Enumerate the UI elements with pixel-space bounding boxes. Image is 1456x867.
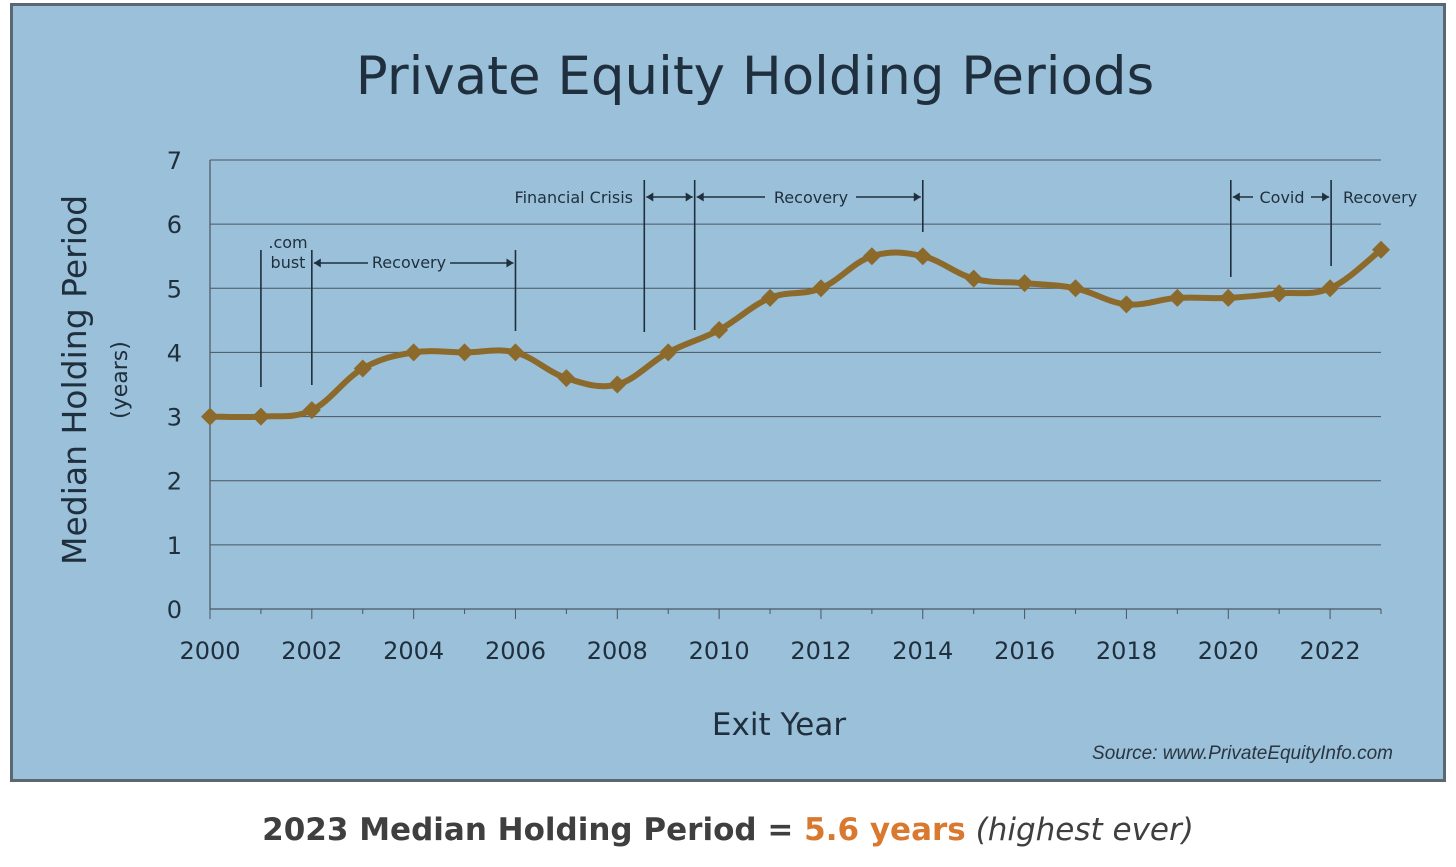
data-point-marker (251, 407, 270, 426)
x-tick-label: 2002 (281, 637, 342, 665)
data-point-marker (302, 401, 321, 420)
x-tick-label: 2022 (1300, 637, 1361, 665)
x-tick-label: 2000 (179, 637, 240, 665)
x-axis-label: Exit Year (712, 707, 846, 743)
data-point-marker (862, 247, 881, 266)
data-point-marker (1321, 279, 1340, 298)
recovery2-arrow-left-head-left (696, 192, 704, 202)
data-point-marker (811, 279, 830, 298)
data-point-marker (404, 343, 423, 362)
caption-equals: = (756, 812, 805, 848)
data-point-marker (557, 369, 576, 388)
data-point-marker (1372, 240, 1390, 259)
x-tick-label: 2008 (587, 637, 648, 665)
y-tick-label: 1 (167, 532, 182, 560)
data-point-marker (913, 247, 932, 266)
data-point-marker (201, 407, 219, 426)
data-point-marker (608, 375, 627, 394)
x-tick-label: 2020 (1198, 637, 1259, 665)
recovery2-arrow-right-head-right (913, 192, 921, 202)
dotcom-label-line1: .com (268, 233, 307, 252)
crisis-arrow-head-right (685, 192, 693, 202)
recovery2-label: Recovery (774, 188, 848, 207)
recovery1-label: Recovery (372, 253, 446, 272)
x-tick-label: 2012 (790, 637, 851, 665)
x-tick-label: 2006 (485, 637, 546, 665)
caption-value: 5.6 years (804, 812, 966, 848)
data-point-marker (1168, 288, 1187, 307)
crisis-label: Financial Crisis (515, 188, 633, 207)
x-tick-label: 2010 (689, 637, 750, 665)
data-point-marker (1117, 295, 1136, 314)
recovery1-arrow-right-head-right (506, 258, 514, 268)
dotcom-label-line2: bust (271, 253, 306, 272)
y-axis-sublabel: (years) (108, 341, 133, 419)
axes: 0 1 2 3 4 5 6 7 2000 2002 2004 2006 2008 2010 2012 2014… (167, 147, 1382, 665)
y-tick-label: 5 (167, 275, 182, 303)
summary-caption: 2023 Median Holding Period = 5.6 years (… (0, 812, 1456, 848)
covid-arrow-left-head-left (1232, 192, 1240, 202)
y-axis-label: Median Holding Period (55, 195, 94, 565)
gridlines (210, 159, 1381, 546)
x-tick-label: 2016 (994, 637, 1055, 665)
y-tick-label: 3 (167, 404, 182, 432)
data-point-marker (506, 343, 525, 362)
y-tick-label: 4 (167, 339, 182, 367)
data-series (201, 240, 1390, 426)
chart-title: Private Equity Holding Periods (356, 46, 1154, 107)
covid-label: Covid (1259, 188, 1304, 207)
y-tick-label: 0 (167, 596, 182, 624)
x-tick-label: 2018 (1096, 637, 1157, 665)
x-tick-label: 2004 (383, 637, 444, 665)
data-point-marker (1270, 284, 1289, 303)
recovery1-arrow-left-head-left (313, 258, 321, 268)
data-point-marker (1219, 288, 1238, 307)
y-tick-label: 2 (167, 468, 182, 496)
y-tick-label: 7 (167, 147, 182, 175)
recovery3-label: Recovery (1343, 188, 1417, 207)
data-point-marker (1066, 279, 1085, 298)
data-point-marker (353, 359, 372, 378)
series-line (207, 246, 1384, 421)
y-tick-label: 6 (167, 211, 182, 239)
caption-lead: 2023 Median Holding Period (262, 812, 757, 848)
data-point-marker (964, 269, 983, 288)
data-point-marker (1015, 274, 1034, 293)
chart-panel (10, 3, 1446, 782)
caption-note: (highest ever) (965, 812, 1194, 848)
data-point-marker (710, 320, 729, 339)
data-point-marker (455, 343, 474, 362)
covid-arrow-right-head-right (1322, 192, 1330, 202)
source-note: Source: www.PrivateEquityInfo.com (1092, 743, 1393, 764)
crisis-arrow-head-left (646, 192, 654, 202)
data-point-marker (761, 288, 780, 307)
x-tick-label: 2014 (892, 637, 953, 665)
data-point-marker (659, 343, 678, 362)
